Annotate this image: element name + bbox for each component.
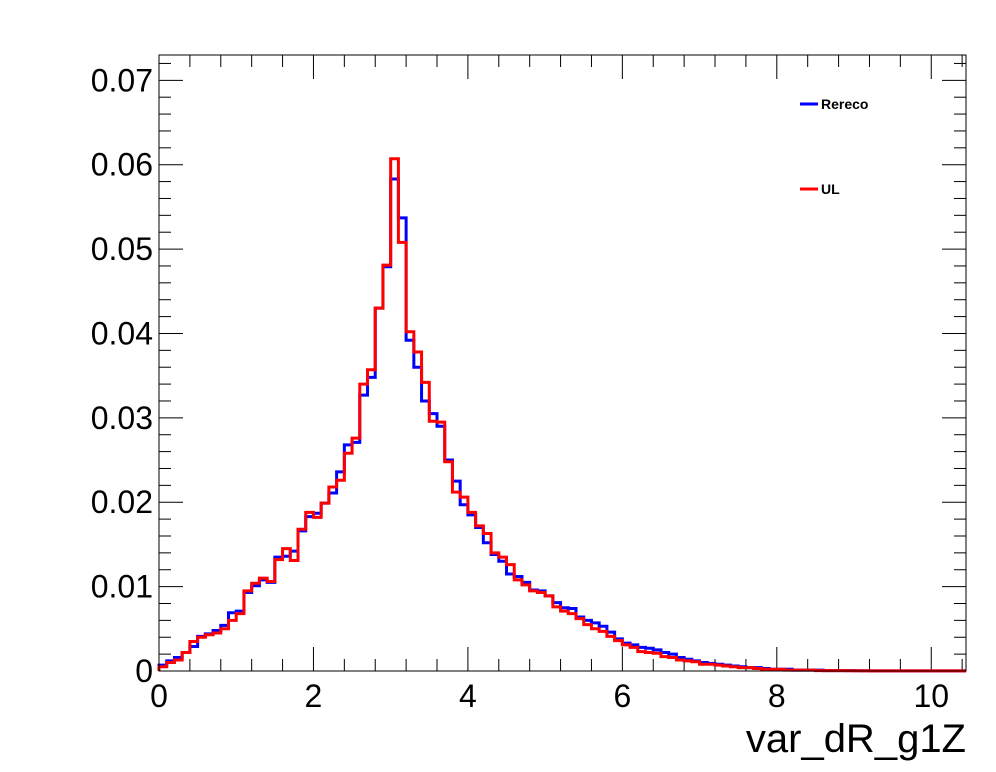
plot-frame [158,54,967,672]
y-tick-label: 0.01 [91,569,153,605]
y-tick-label: 0.05 [91,231,153,267]
x-tick-label: 6 [613,678,631,714]
x-axis-title: var_dR_g1Z [746,717,966,761]
y-tick-label: 0.03 [91,400,153,436]
legend-label: UL [821,181,840,197]
y-tick-label: 0.06 [91,147,153,183]
tick-labels: 0 2 4 6 8 10 0 0.01 0.02 0.03 0.04 0.05 0.06 0.07 [91,62,949,714]
legend-label: Rereco [821,96,868,112]
y-tick-label: 0.04 [91,315,153,351]
y-tick-label: 0.02 [91,484,153,520]
x-tick-label: 10 [913,678,949,714]
y-tick-label: 0.07 [91,62,153,98]
x-tick-label: 4 [459,678,477,714]
y-tick-label: 0 [135,653,153,689]
legend: Rereco UL [800,96,868,197]
series-line-ul [157,157,966,673]
x-tick-label: 8 [768,678,786,714]
x-tick-label: 0 [150,678,168,714]
axis-ticks [158,55,966,672]
x-tick-label: 2 [305,678,323,714]
series-group [157,157,966,673]
